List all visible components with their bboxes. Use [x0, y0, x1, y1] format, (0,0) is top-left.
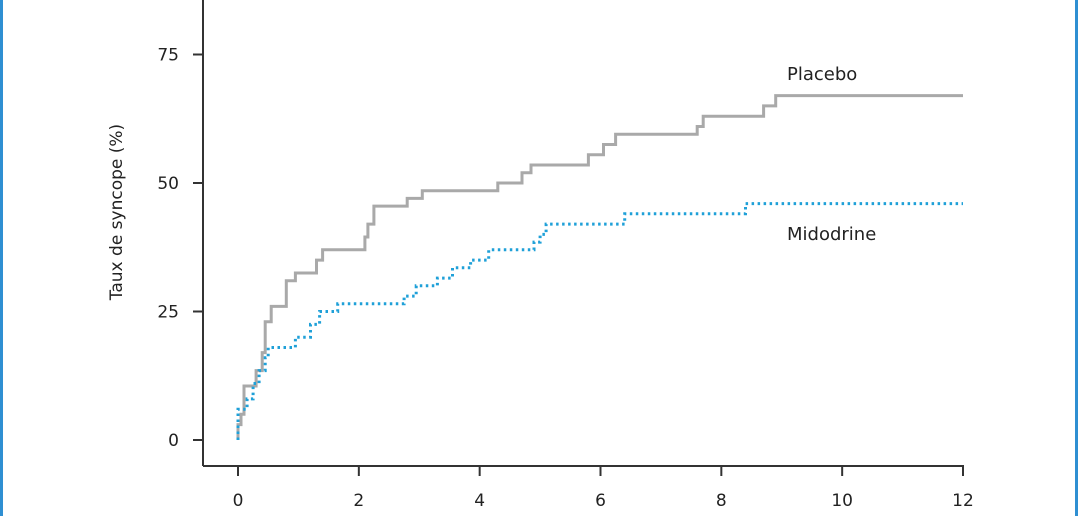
- chart-series: [236, 94, 963, 440]
- x-tick-label: 2: [353, 491, 364, 511]
- x-tick-label: 8: [716, 491, 727, 511]
- x-tick-label: 6: [595, 491, 606, 511]
- midodrine-series-line: [236, 202, 963, 440]
- series-label-placebo: Placebo: [787, 64, 857, 85]
- y-tick-label: 25: [157, 303, 179, 323]
- y-tick-label: 0: [168, 431, 179, 451]
- x-tick-label: 10: [831, 491, 853, 511]
- y-tick-label: 75: [157, 46, 179, 66]
- placebo-series-line: [236, 94, 963, 440]
- series-label-midodrine: Midodrine: [787, 224, 876, 245]
- y-tick-label: 50: [157, 174, 179, 194]
- chart-axes: 0 25 50 75 0 2 4 6 8 10 12: [157, 0, 974, 511]
- y-axis-title: Taux de syncope (%): [107, 124, 127, 301]
- x-tick-label: 12: [952, 491, 974, 511]
- chart-labels: Taux de syncope (%) Placebo Midodrine: [107, 64, 876, 301]
- x-tick-label: 4: [474, 491, 485, 511]
- x-tick-label: 0: [233, 491, 244, 511]
